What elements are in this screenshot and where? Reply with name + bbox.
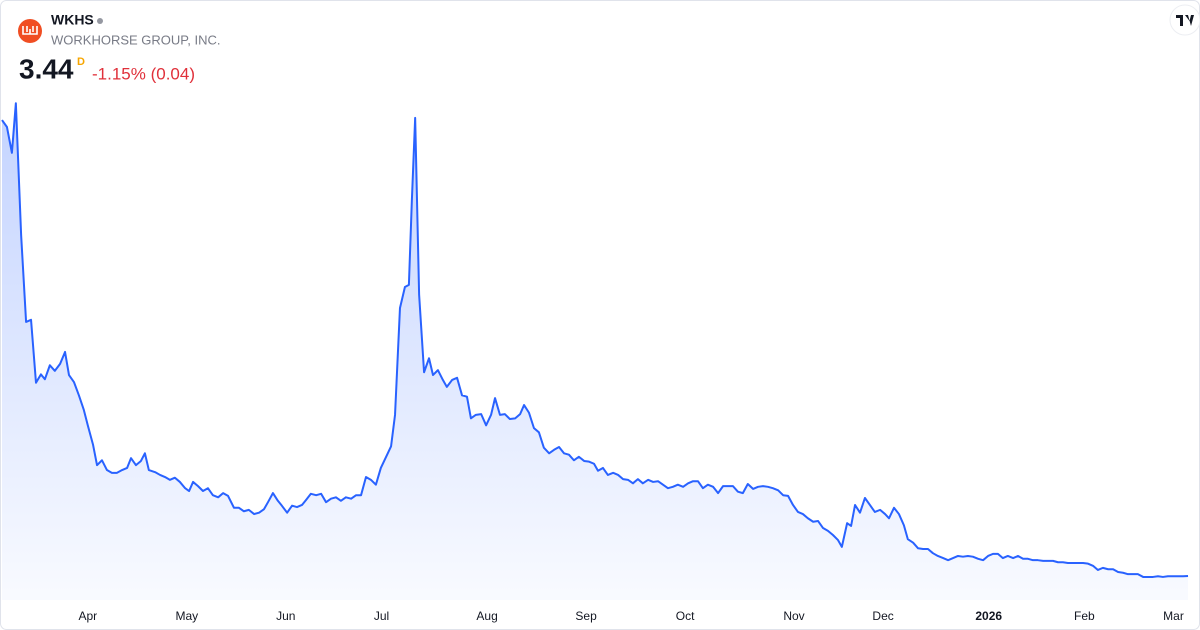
tradingview-logo[interactable] [1169, 4, 1200, 36]
x-tick-label: Dec [872, 609, 893, 623]
x-tick-label: Jul [374, 609, 389, 623]
x-tick-label: May [175, 609, 198, 623]
area-fill [2, 103, 1189, 600]
price-flag: D [77, 56, 85, 68]
company-name: WORKHORSE GROUP, INC. [51, 32, 221, 47]
x-tick-label: Oct [676, 609, 695, 623]
symbol: WKHS [51, 12, 94, 28]
x-tick-label: Aug [476, 609, 497, 623]
price-change: -1.15% (0.04) [92, 64, 195, 83]
x-tick-label: 2026 [975, 609, 1002, 623]
x-tick-label: Mar [1163, 609, 1184, 623]
plot-area: Apr May Jun Jul Aug Sep Oct Nov Dec 2026 Feb Mar [1, 102, 1189, 623]
x-tick-label: Nov [783, 609, 804, 623]
x-tick-label: Feb [1074, 609, 1095, 623]
price: 3.44 [19, 53, 74, 84]
x-tick-label: Apr [78, 609, 97, 623]
price-line [1, 102, 1189, 578]
logo [18, 19, 42, 43]
status-dot [97, 18, 103, 24]
x-tick-label: Jun [276, 609, 295, 623]
x-tick-label: Sep [575, 609, 597, 623]
